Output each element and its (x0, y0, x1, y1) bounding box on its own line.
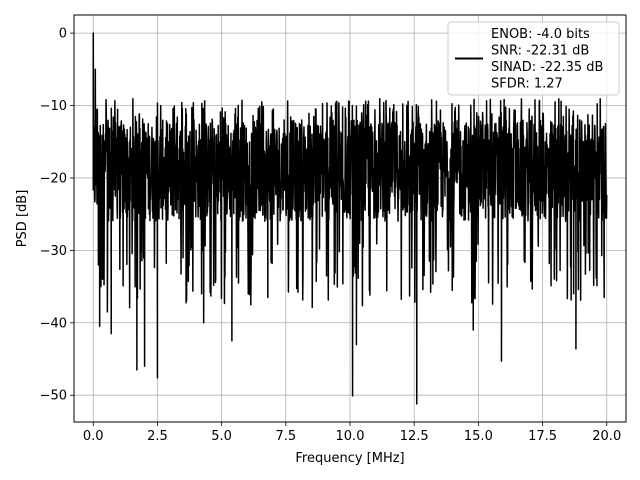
y-tick-label: −30 (40, 244, 67, 259)
x-tick-label: 10.0 (336, 429, 365, 444)
legend-box (447, 21, 620, 96)
x-tick-label: 2.5 (147, 429, 168, 444)
y-axis-ticks: 0 −10 −20 −30 −40 −50 (40, 27, 74, 404)
y-axis-label: PSD [dB] (15, 190, 30, 248)
legend-enob: ENOB: -4.0 bits (491, 27, 590, 42)
y-tick-label: −20 (40, 171, 67, 186)
legend: ENOB: -4.0 bits SNR: -22.31 dB SINAD: -2… (447, 21, 620, 96)
y-tick-label: −10 (40, 99, 67, 114)
y-tick-label: −50 (40, 389, 67, 404)
y-tick-label: 0 (59, 27, 67, 42)
legend-sinad: SINAD: -22.35 dB (491, 60, 603, 75)
legend-snr: SNR: -22.31 dB (491, 44, 589, 59)
x-tick-label: 20.0 (592, 429, 621, 444)
x-axis-ticks: 0.0 2.5 5.0 7.5 10.0 12.5 15.0 17.5 20.0 (83, 422, 621, 444)
psd-line (92, 32, 608, 405)
x-tick-label: 15.0 (464, 429, 493, 444)
x-axis-label: Frequency [MHz] (295, 451, 404, 466)
x-tick-label: 17.5 (528, 429, 557, 444)
x-tick-label: 5.0 (211, 429, 232, 444)
y-tick-label: −40 (40, 316, 67, 331)
x-tick-label: 12.5 (400, 429, 429, 444)
legend-sfdr: SFDR: 1.27 (491, 77, 563, 92)
x-tick-label: 7.5 (275, 429, 296, 444)
x-tick-label: 0.0 (83, 429, 104, 444)
psd-series (92, 32, 608, 405)
